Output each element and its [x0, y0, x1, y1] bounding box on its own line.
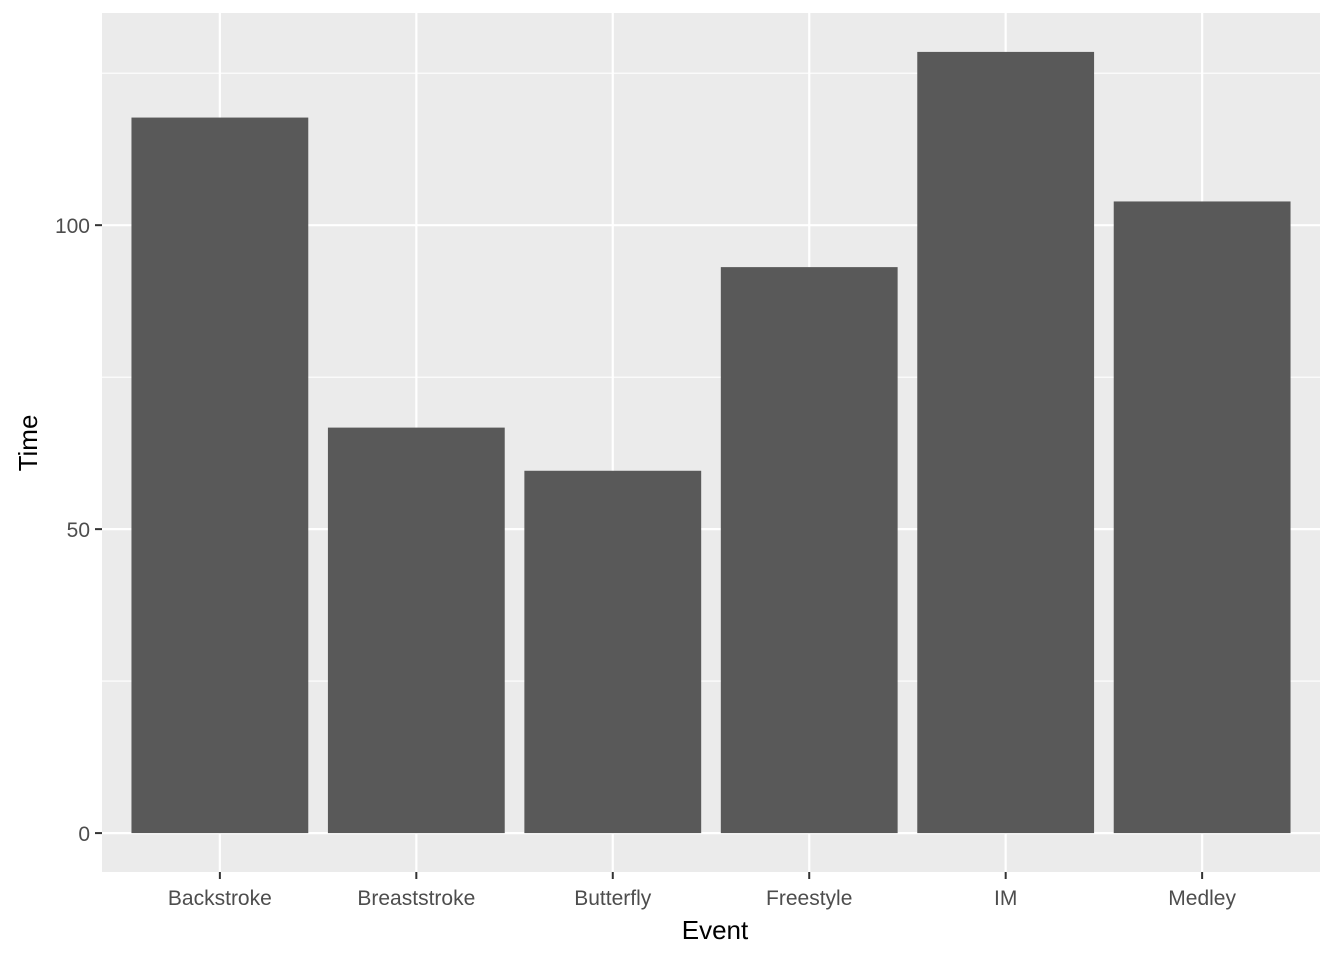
bar-breaststroke: [327, 427, 505, 834]
x-tick-label: Medley: [1168, 887, 1236, 910]
y-tick-label: 100: [55, 215, 90, 238]
bar-butterfly: [524, 470, 702, 834]
x-tick-label: Freestyle: [766, 887, 852, 910]
y-axis-ticks: 0 50 100: [55, 215, 102, 846]
bars: [131, 51, 1291, 834]
x-tick-label: Butterfly: [574, 887, 652, 910]
x-axis-title: Event: [682, 915, 749, 945]
y-axis-title: Time: [13, 415, 43, 472]
x-tick-label: Backstroke: [168, 887, 272, 910]
bar-backstroke: [131, 117, 309, 834]
x-tick-label: IM: [994, 887, 1017, 910]
bar-medley: [1113, 201, 1291, 834]
bar-freestyle: [720, 267, 898, 834]
x-axis-ticks: Backstroke Breaststroke Butterfly Freestyle…: [168, 872, 1236, 910]
y-tick-label: 0: [78, 823, 90, 846]
y-tick-label: 50: [67, 519, 90, 542]
x-tick-label: Breaststroke: [357, 887, 475, 910]
bar-im: [917, 51, 1095, 834]
